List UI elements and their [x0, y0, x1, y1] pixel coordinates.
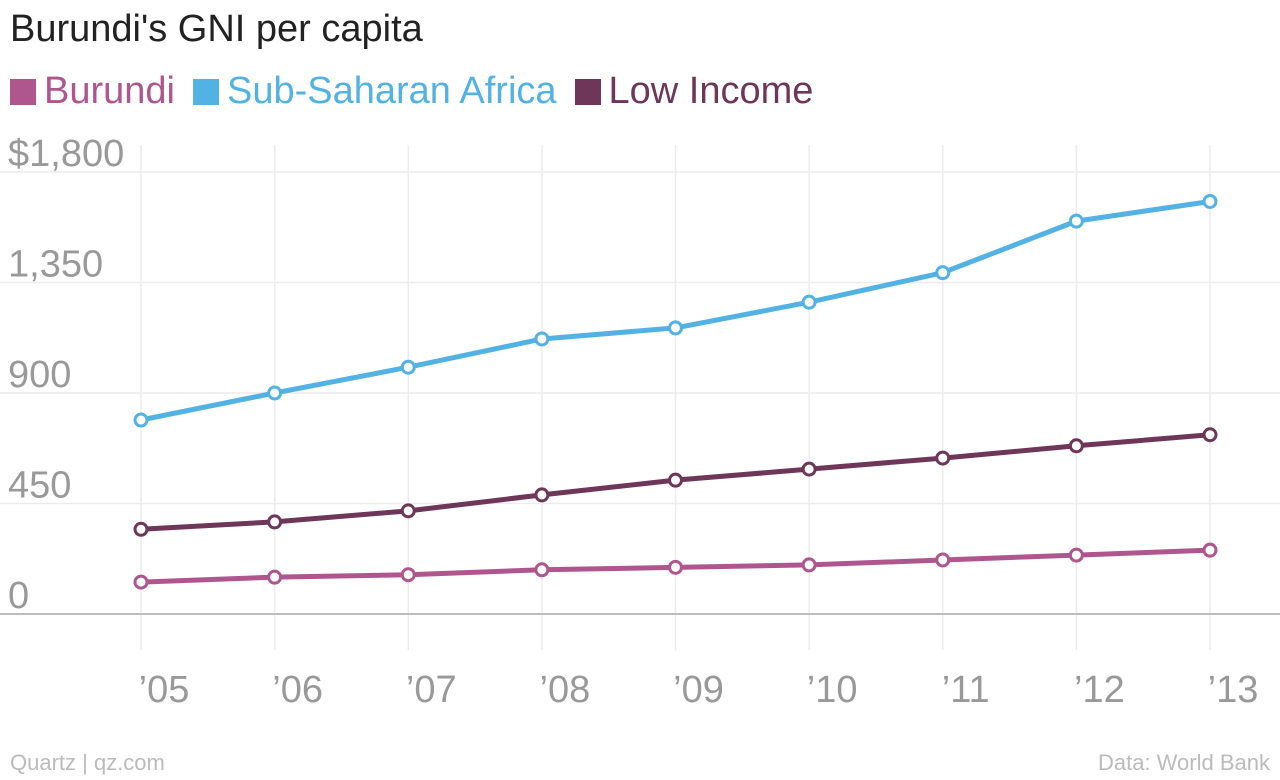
x-tick-label: ’09	[673, 669, 724, 711]
x-tick-label: ’05	[139, 669, 190, 711]
footer-source-right: Data: World Bank	[1097, 750, 1270, 775]
x-tick-label: ’12	[1074, 669, 1125, 711]
legend: Burundi Sub-Saharan Africa Low Income	[10, 70, 813, 113]
legend-label-low-income: Low Income	[608, 70, 814, 112]
data-point-low-income	[1202, 427, 1218, 443]
y-tick-label: $1,800	[8, 133, 124, 175]
x-tick-label: ’11	[942, 669, 990, 711]
data-point-low-income	[133, 521, 149, 537]
data-point-low-income	[267, 514, 283, 530]
legend-item-low-income: Low Income	[574, 70, 814, 113]
data-point-burundi	[267, 569, 283, 585]
x-tick-label: ’13	[1208, 669, 1259, 711]
data-point-burundi	[935, 552, 951, 568]
data-point-low-income	[400, 503, 416, 519]
data-point-burundi	[801, 557, 817, 573]
y-tick-label: 900	[8, 354, 71, 396]
legend-item-burundi: Burundi	[10, 70, 175, 113]
x-tick-label: ’07	[406, 669, 457, 711]
legend-swatch-low-income	[574, 78, 601, 105]
data-point-low-income	[801, 461, 817, 477]
legend-swatch-sub-saharan-africa	[192, 78, 219, 105]
x-tick-label: ’08	[540, 669, 591, 711]
data-point-sub-saharan-africa	[801, 294, 817, 310]
legend-label-sub-saharan-africa: Sub-Saharan Africa	[226, 70, 557, 112]
data-point-sub-saharan-africa	[400, 359, 416, 375]
data-point-low-income	[935, 450, 951, 466]
data-point-sub-saharan-africa	[935, 265, 951, 281]
data-point-burundi	[534, 562, 550, 578]
data-point-sub-saharan-africa	[668, 320, 683, 336]
data-point-sub-saharan-africa	[267, 385, 283, 401]
x-tick-label: ’06	[272, 669, 323, 711]
data-point-sub-saharan-africa	[534, 331, 550, 347]
legend-label-burundi: Burundi	[44, 70, 175, 112]
data-point-burundi	[133, 574, 149, 590]
data-point-sub-saharan-africa	[133, 412, 149, 428]
data-point-burundi	[1068, 547, 1084, 563]
data-point-burundi	[668, 559, 683, 575]
data-point-burundi	[1202, 542, 1218, 558]
data-point-burundi	[400, 567, 416, 583]
x-tick-label: ’10	[807, 669, 858, 711]
legend-item-sub-saharan-africa: Sub-Saharan Africa	[192, 70, 557, 113]
data-point-sub-saharan-africa	[1202, 193, 1218, 209]
data-point-low-income	[668, 472, 683, 488]
y-tick-label: 0	[8, 575, 29, 617]
legend-swatch-burundi	[10, 78, 36, 105]
y-tick-label: 450	[8, 465, 71, 507]
data-point-low-income	[534, 487, 550, 503]
chart-title: Burundi's GNI per capita	[10, 8, 423, 50]
data-point-sub-saharan-africa	[1068, 213, 1084, 229]
data-point-low-income	[1068, 438, 1084, 454]
y-tick-label: 1,350	[8, 244, 103, 286]
footer-source-left: Quartz | qz.com	[10, 750, 165, 775]
